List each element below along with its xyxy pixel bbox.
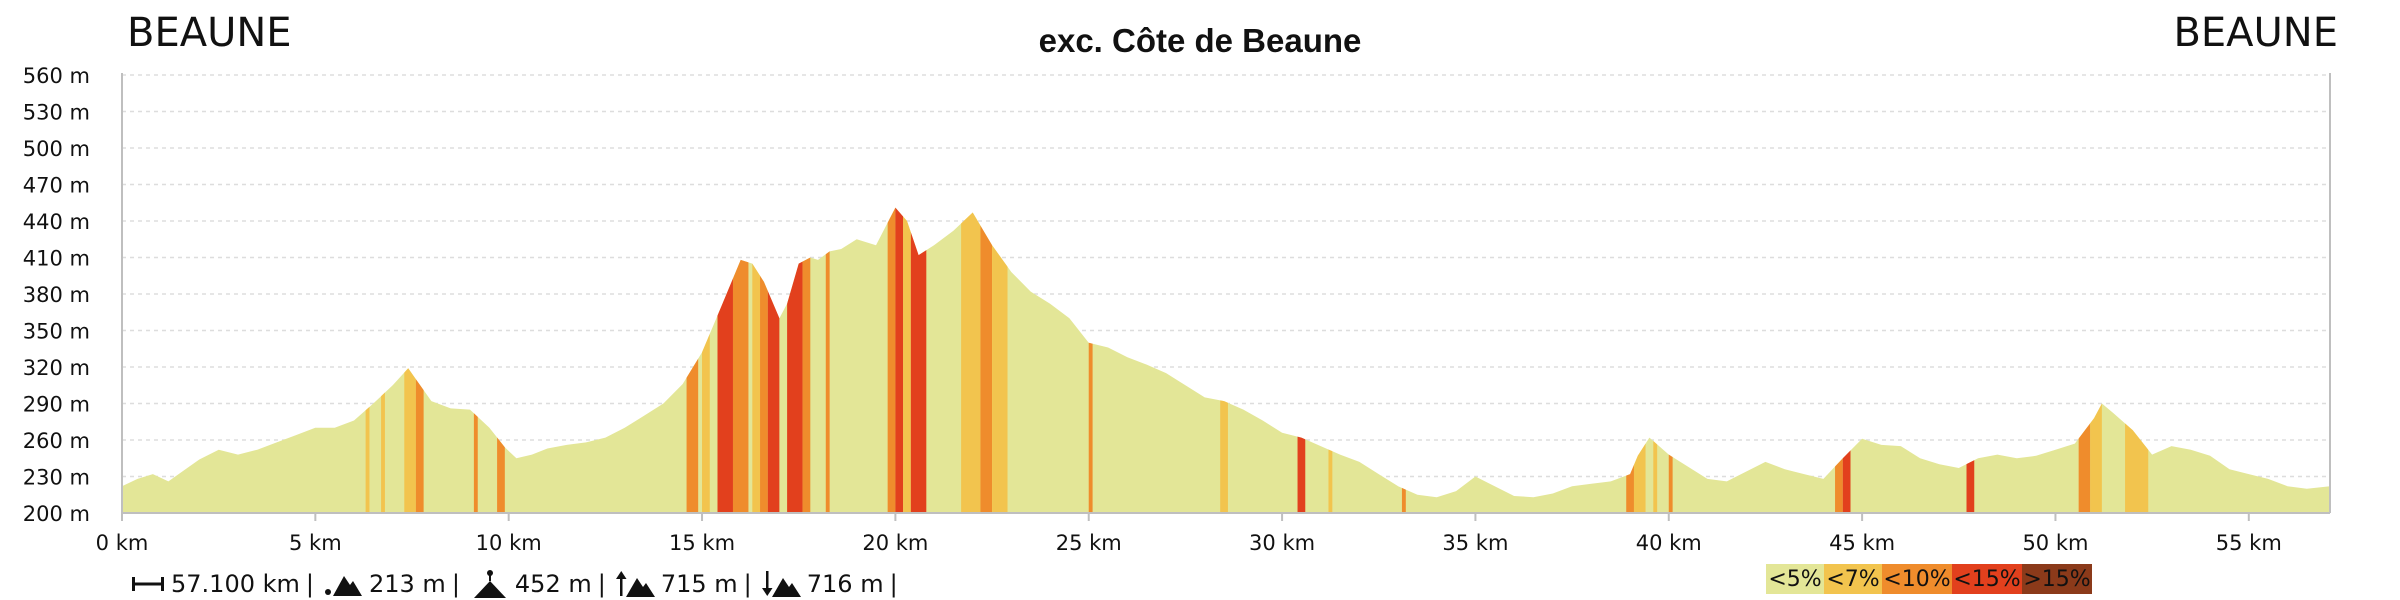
- gradient-segment: [910, 207, 927, 513]
- y-tick-label: 200 m: [23, 502, 90, 526]
- gradient-segment: [1088, 207, 1093, 513]
- x-tick-label: 0 km: [96, 531, 149, 555]
- gradient-segment: [887, 207, 896, 513]
- y-tick-label: 500 m: [23, 137, 90, 161]
- gradient-segment: [760, 207, 768, 513]
- x-tick-label: 35 km: [1442, 531, 1508, 555]
- distance-icon: [132, 577, 164, 591]
- y-tick-label: 380 m: [23, 283, 90, 307]
- elevation-area-fill: [122, 207, 2330, 513]
- descent-stat: 716 m: [758, 570, 884, 598]
- descent-value: 716 m: [806, 570, 884, 598]
- x-tick-label: 55 km: [2216, 531, 2282, 555]
- x-tick-label: 50 km: [2022, 531, 2088, 555]
- min-elevation-stat: 213 m: [320, 570, 446, 598]
- x-tick-label: 40 km: [1636, 531, 1702, 555]
- x-tick-label: 5 km: [289, 531, 342, 555]
- gradient-segment: [732, 207, 749, 513]
- gradient-segment: [802, 207, 811, 513]
- legend-item-lt7: <7%: [1824, 564, 1882, 594]
- chart-title: exc. Côte de Beaune: [1038, 22, 1362, 59]
- legend-item-lt15: <15%: [1952, 564, 2022, 594]
- legend-item-lt5: <5%: [1766, 564, 1824, 594]
- gradient-legend: <5% <7% <10% <15% >15%: [1766, 564, 2092, 594]
- gradient-segment: [752, 207, 761, 513]
- gradient-segment: [961, 207, 981, 513]
- y-tick-label: 290 m: [23, 393, 90, 417]
- gradient-segment: [2125, 207, 2149, 513]
- start-place-label: BEAUNE: [127, 10, 292, 56]
- legend-item-lt10: <10%: [1882, 564, 1952, 594]
- y-tick-label: 320 m: [23, 356, 90, 380]
- x-tick-label: 10 km: [476, 531, 542, 555]
- route-stats-bar: 57.100 km | 213 m | 452 m | 715 m |: [126, 568, 904, 600]
- y-tick-label: 410 m: [23, 247, 90, 271]
- y-tick-label: 530 m: [23, 101, 90, 125]
- min-elevation-value: 213 m: [368, 570, 446, 598]
- y-tick-label: 260 m: [23, 429, 90, 453]
- legend-item-gt15: >15%: [2022, 564, 2092, 594]
- gradient-segment: [980, 207, 993, 513]
- gradient-segment: [702, 207, 710, 513]
- distance-value: 57.100 km: [171, 570, 300, 598]
- y-axis-tick-labels: 200 m 230 m 260 m 290 m 320 m 350 m 380 m 410 m…: [23, 64, 90, 526]
- stat-separator: |: [305, 570, 314, 598]
- min-elevation-icon: [324, 576, 362, 596]
- gradient-segment: [365, 207, 370, 513]
- x-tick-label: 30 km: [1249, 531, 1315, 555]
- max-elevation-value: 452 m: [514, 570, 592, 598]
- y-tick-label: 440 m: [23, 210, 90, 234]
- max-elevation-icon: [473, 570, 506, 598]
- ascent-value: 715 m: [660, 570, 738, 598]
- x-axis-tick-labels: 0 km 5 km 10 km 15 km 20 km 25 km 30 km 35 km 40…: [96, 531, 2282, 555]
- stat-separator: |: [597, 570, 606, 598]
- gradient-segment: [992, 207, 1008, 513]
- distance-stat: 57.100 km: [126, 570, 300, 598]
- x-tick-label: 15 km: [669, 531, 735, 555]
- stat-separator: |: [743, 570, 752, 598]
- y-tick-label: 560 m: [23, 64, 90, 88]
- gradient-segment: [895, 207, 904, 513]
- y-tick-label: 350 m: [23, 320, 90, 344]
- max-elevation-stat: 452 m: [466, 569, 592, 599]
- gradient-segment: [903, 207, 911, 513]
- gradient-segment: [767, 207, 780, 513]
- ascent-icon: [615, 571, 655, 597]
- x-tick-label: 25 km: [1056, 531, 1122, 555]
- stat-separator: |: [451, 570, 460, 598]
- y-tick-label: 230 m: [23, 466, 90, 490]
- elevation-profile-chart: 200 m 230 m 260 m 290 m 320 m 350 m 380 m 410 m…: [23, 64, 2331, 555]
- ascent-stat: 715 m: [612, 570, 738, 598]
- x-tick-label: 20 km: [862, 531, 928, 555]
- y-tick-label: 470 m: [23, 174, 90, 198]
- axes: [121, 73, 2331, 521]
- x-tick-label: 45 km: [1829, 531, 1895, 555]
- end-place-label: BEAUNE: [2173, 10, 2338, 56]
- descent-icon: [761, 571, 801, 597]
- gradient-segment: [825, 207, 830, 513]
- stat-separator: |: [889, 570, 898, 598]
